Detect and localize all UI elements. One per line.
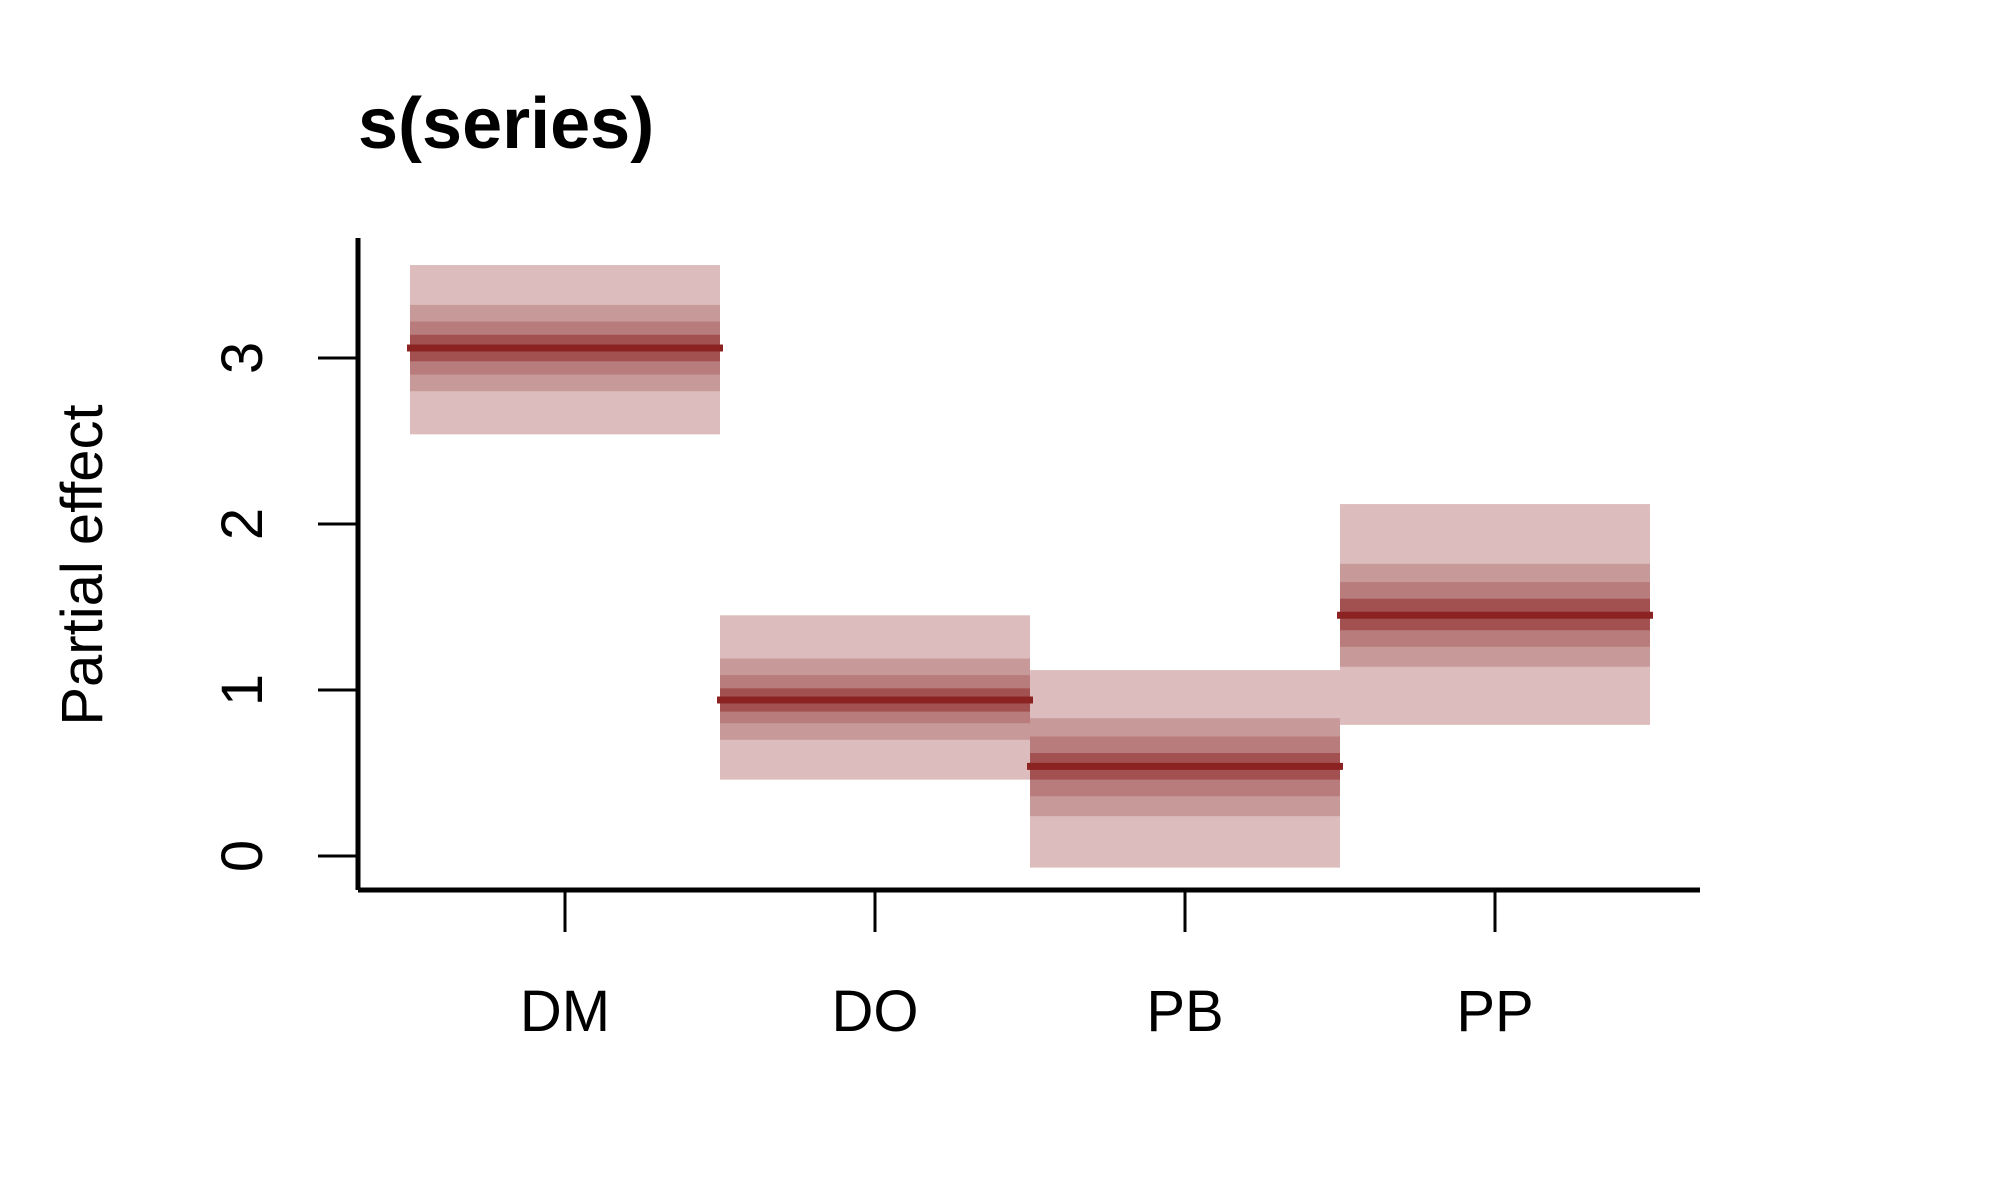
y-ticks: 0 1 2 3 bbox=[210, 342, 358, 872]
x-tick-label-do: DO bbox=[832, 979, 919, 1044]
x-tick-label-dm: DM bbox=[520, 979, 610, 1044]
y-axis-label: Partial effect bbox=[50, 404, 115, 725]
y-tick-label-3: 3 bbox=[210, 342, 275, 374]
interval-bands bbox=[410, 265, 1650, 868]
y-tick-label-0: 0 bbox=[210, 840, 275, 872]
y-tick-label-1: 1 bbox=[210, 674, 275, 706]
x-ticks: DM DO PB PP bbox=[520, 890, 1534, 1044]
x-tick-label-pb: PB bbox=[1146, 979, 1223, 1044]
median-lines bbox=[407, 344, 1653, 770]
x-tick-label-pp: PP bbox=[1456, 979, 1533, 1044]
chart-title: s(series) bbox=[358, 84, 654, 164]
y-tick-label-2: 2 bbox=[210, 508, 275, 540]
